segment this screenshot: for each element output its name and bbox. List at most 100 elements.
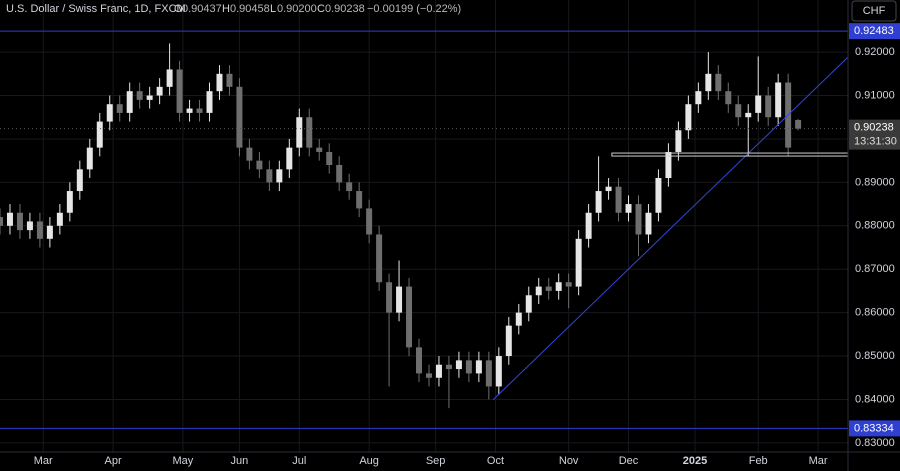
candle-body bbox=[605, 186, 612, 192]
candle-body bbox=[406, 286, 413, 348]
candle-body bbox=[485, 360, 492, 387]
last-price-tag bbox=[849, 119, 900, 150]
candle-body bbox=[435, 364, 442, 378]
candle-body bbox=[645, 212, 652, 235]
x-tick-label: Mar bbox=[809, 455, 828, 467]
candle-body bbox=[86, 147, 93, 170]
candle-body bbox=[386, 282, 393, 313]
candle-body bbox=[296, 117, 303, 148]
candle-body bbox=[455, 360, 462, 370]
candle-body bbox=[545, 286, 552, 291]
countdown: 13:31:30 bbox=[854, 136, 897, 148]
c-label: C bbox=[317, 3, 325, 15]
trendline bbox=[492, 56, 849, 401]
candle-body bbox=[445, 364, 452, 370]
candle-body bbox=[76, 169, 83, 192]
candle-body bbox=[376, 234, 383, 283]
candle-body bbox=[595, 191, 602, 213]
candle-body bbox=[465, 360, 472, 374]
high: 0.90458 bbox=[230, 3, 270, 15]
candle-body bbox=[96, 121, 103, 148]
candle-body bbox=[665, 151, 672, 179]
candle-body bbox=[206, 91, 213, 113]
candle-body bbox=[256, 160, 263, 170]
candle-body bbox=[795, 119, 802, 129]
last-price-label: 0.90238 bbox=[854, 122, 894, 134]
y-tick-label: 0.84000 bbox=[855, 393, 895, 405]
candle-body bbox=[705, 73, 712, 92]
candle-body bbox=[226, 73, 233, 87]
x-tick-label: Mar bbox=[34, 455, 53, 467]
x-tick-label: Aug bbox=[359, 455, 379, 467]
candle-body bbox=[176, 69, 183, 113]
x-tick-label: Nov bbox=[559, 455, 579, 467]
candle-body bbox=[216, 73, 223, 92]
currency-button[interactable] bbox=[851, 0, 897, 22]
x-tick-label: Oct bbox=[487, 455, 504, 467]
axes: 0.83000 0.84000 0.85000 0.86000 0.87000 0.880… bbox=[34, 23, 900, 467]
open: 0.90437 bbox=[182, 3, 222, 15]
close: 0.90238 bbox=[325, 3, 365, 15]
candle-body bbox=[505, 325, 512, 357]
candle-body bbox=[745, 112, 752, 118]
l-label: L bbox=[270, 3, 276, 15]
candle-body bbox=[246, 147, 253, 161]
candle-body bbox=[625, 204, 632, 213]
x-tick-label: Jul bbox=[292, 455, 306, 467]
candle-body bbox=[515, 312, 522, 326]
candle-body bbox=[106, 104, 113, 122]
candle-body bbox=[46, 225, 53, 239]
candle-body bbox=[585, 212, 592, 239]
y-tick-label: 0.89000 bbox=[855, 176, 895, 188]
candle-body bbox=[775, 82, 782, 118]
candle-body bbox=[356, 191, 363, 209]
x-tick-label: Sep bbox=[426, 455, 446, 467]
candle-body bbox=[725, 91, 732, 105]
y-tick-label: 0.92000 bbox=[855, 46, 895, 58]
candle-body bbox=[326, 151, 333, 165]
candle-body bbox=[735, 104, 742, 118]
candle-body bbox=[575, 238, 582, 287]
candle-body bbox=[186, 108, 193, 113]
x-tick-label: Feb bbox=[749, 455, 768, 467]
candle-body bbox=[475, 360, 482, 374]
y-tick-label: 0.91000 bbox=[855, 89, 895, 101]
y-tick-label: 0.87000 bbox=[855, 263, 895, 275]
candle-body bbox=[346, 182, 353, 192]
candle-body bbox=[685, 104, 692, 131]
low: 0.90200 bbox=[277, 3, 317, 15]
candle-body bbox=[675, 130, 682, 152]
x-tick-label: Jun bbox=[231, 455, 249, 467]
candle-body bbox=[26, 221, 33, 231]
o-label: O bbox=[174, 3, 183, 15]
y-tick-label: 0.83000 bbox=[855, 437, 895, 449]
currency-label[interactable]: CHF bbox=[863, 5, 886, 17]
candle-body bbox=[146, 95, 153, 100]
candle-body bbox=[525, 295, 532, 313]
plot bbox=[0, 30, 849, 429]
candle-body bbox=[136, 91, 143, 100]
change: −0.00199 (−0.22%) bbox=[367, 3, 461, 15]
candle-body bbox=[236, 86, 243, 148]
candle-body bbox=[126, 91, 133, 113]
x-tick-label: 2025 bbox=[683, 455, 707, 467]
y-tick-label: 0.86000 bbox=[855, 307, 895, 319]
symbol: U.S. Dollar / Swiss Franc, 1D, FXCM bbox=[6, 3, 186, 15]
candle-body bbox=[196, 108, 203, 113]
y-tick-label: 0.88000 bbox=[855, 220, 895, 232]
candle-body bbox=[765, 95, 772, 118]
candle-body bbox=[266, 169, 273, 183]
candle-body bbox=[615, 186, 622, 213]
x-tick-label: Dec bbox=[619, 455, 639, 467]
ohlc-legend: U.S. Dollar / Swiss Franc, 1D, FXCM O 0.… bbox=[6, 3, 461, 15]
candle-body bbox=[156, 86, 163, 96]
candle-body bbox=[416, 347, 423, 374]
candle-body bbox=[36, 221, 43, 239]
candle-body bbox=[565, 282, 572, 287]
candle-body bbox=[336, 164, 343, 183]
candle-body bbox=[755, 95, 762, 113]
candle-body bbox=[286, 147, 293, 170]
candle-body bbox=[635, 204, 642, 235]
